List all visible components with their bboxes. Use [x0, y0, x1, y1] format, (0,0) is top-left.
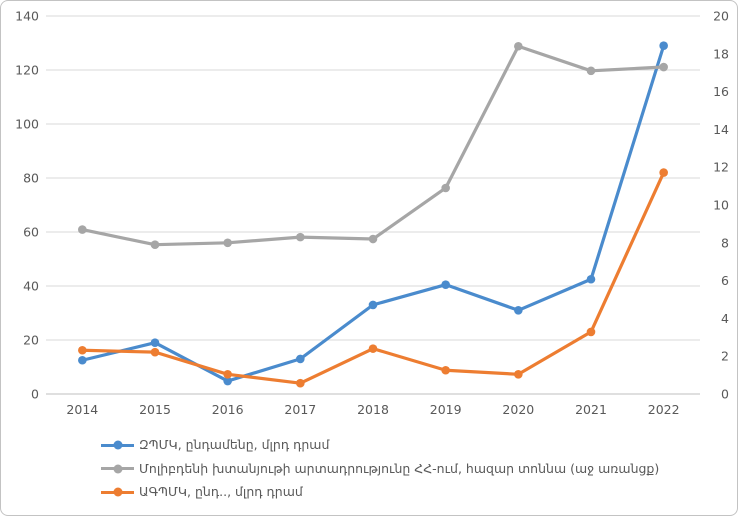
- data-point-series2-2017: [296, 378, 305, 388]
- right-axis-tick-label: 6: [721, 273, 729, 288]
- legend-item: ԶՊՄԿ, ընդամենը, մլրդ դրամ: [101, 437, 659, 452]
- data-point-series1-2015: [150, 240, 160, 249]
- right-axis-tick-label: 14: [713, 122, 729, 137]
- right-axis-tick-label: 10: [713, 198, 729, 213]
- data-point-series1-2014: [78, 225, 87, 234]
- data-point-series0-2018: [368, 300, 378, 310]
- x-axis-label: 2015: [139, 402, 171, 417]
- data-point-series0-2019: [441, 280, 450, 289]
- legend-label: ԱԳՊՄԿ, ընդ.., մլրդ դրամ: [139, 484, 303, 499]
- legend-item: ԱԳՊՄԿ, ընդ.., մլրդ դրամ: [101, 484, 659, 499]
- left-axis-tick-label: 100: [15, 117, 39, 132]
- data-point-series0-2020: [514, 306, 523, 315]
- data-point-series0-2021: [586, 274, 596, 284]
- legend-item: Մոլիբդենի խտանյութի արտադրությունը ՀՀ-ու…: [101, 460, 660, 476]
- x-axis-label: 2016: [212, 402, 244, 417]
- data-point-series2-2016: [223, 369, 232, 379]
- x-axis-label: 2020: [502, 402, 534, 417]
- data-point-series1-2020: [514, 41, 523, 51]
- data-point-series2-2022: [659, 168, 668, 177]
- series-line-0: [80, 44, 666, 383]
- right-axis-tick-label: 4: [721, 311, 729, 326]
- data-point-series1-2018: [368, 234, 378, 244]
- left-axis-tick-label: 40: [23, 279, 39, 294]
- chart-legend: ԶՊՄԿ, ընդամենը, մլրդ դրամ Մոլիբդենի խտանյ…: [101, 437, 660, 499]
- left-axis-tick-label: 20: [23, 333, 39, 348]
- right-axis-tick-label: 16: [713, 84, 729, 99]
- data-point-series2-2019: [441, 365, 450, 375]
- legend-label: Մոլիբդենի խտանյութի արտադրությունը ՀՀ-ու…: [139, 460, 660, 476]
- x-axis-label: 2021: [575, 402, 607, 417]
- legend-line-marker-icon: [101, 443, 134, 447]
- data-point-series1-2021: [586, 66, 596, 76]
- x-axis-label: 2014: [66, 402, 98, 417]
- x-axis-label: 2022: [648, 402, 680, 417]
- left-axis-tick-label: 140: [15, 9, 39, 24]
- legend-line-marker-icon: [101, 467, 134, 471]
- x-axis-label: 2018: [357, 402, 389, 417]
- left-axis-tick-label: 60: [23, 225, 39, 240]
- left-axis-tick-label: 120: [15, 63, 39, 78]
- legend-label: ԶՊՄԿ, ընդամենը, մլրդ դրամ: [139, 437, 330, 452]
- right-axis-tick-label: 8: [721, 235, 729, 250]
- series-line-1: [80, 44, 666, 247]
- data-point-series0-2014: [78, 355, 87, 365]
- data-point-series2-2021: [586, 327, 596, 337]
- data-point-series2-2014: [78, 345, 87, 355]
- right-axis-tick-label: 0: [721, 387, 729, 402]
- data-point-series1-2019: [441, 183, 450, 193]
- right-axis-tick-label: 18: [713, 46, 729, 61]
- data-point-series1-2016: [223, 238, 232, 248]
- legend-line-marker-icon: [101, 490, 134, 494]
- x-axis-label: 2017: [284, 402, 316, 417]
- data-point-series0-2022: [659, 41, 668, 50]
- right-axis-tick-label: 12: [713, 160, 729, 175]
- data-point-series0-2015: [150, 338, 160, 348]
- left-axis-tick-label: 80: [23, 171, 39, 186]
- data-point-series0-2017: [296, 354, 305, 364]
- right-axis-tick-label: 20: [713, 9, 729, 24]
- data-point-series2-2020: [514, 369, 523, 379]
- data-point-series2-2018: [368, 344, 378, 353]
- right-axis-tick-label: 2: [721, 349, 729, 364]
- data-point-series1-2017: [296, 232, 305, 242]
- data-point-series0-2016: [223, 376, 232, 386]
- x-axis-label: 2019: [430, 402, 462, 417]
- left-axis-tick-label: 0: [31, 387, 39, 402]
- data-point-series2-2015: [150, 347, 160, 357]
- data-point-series1-2022: [659, 62, 668, 72]
